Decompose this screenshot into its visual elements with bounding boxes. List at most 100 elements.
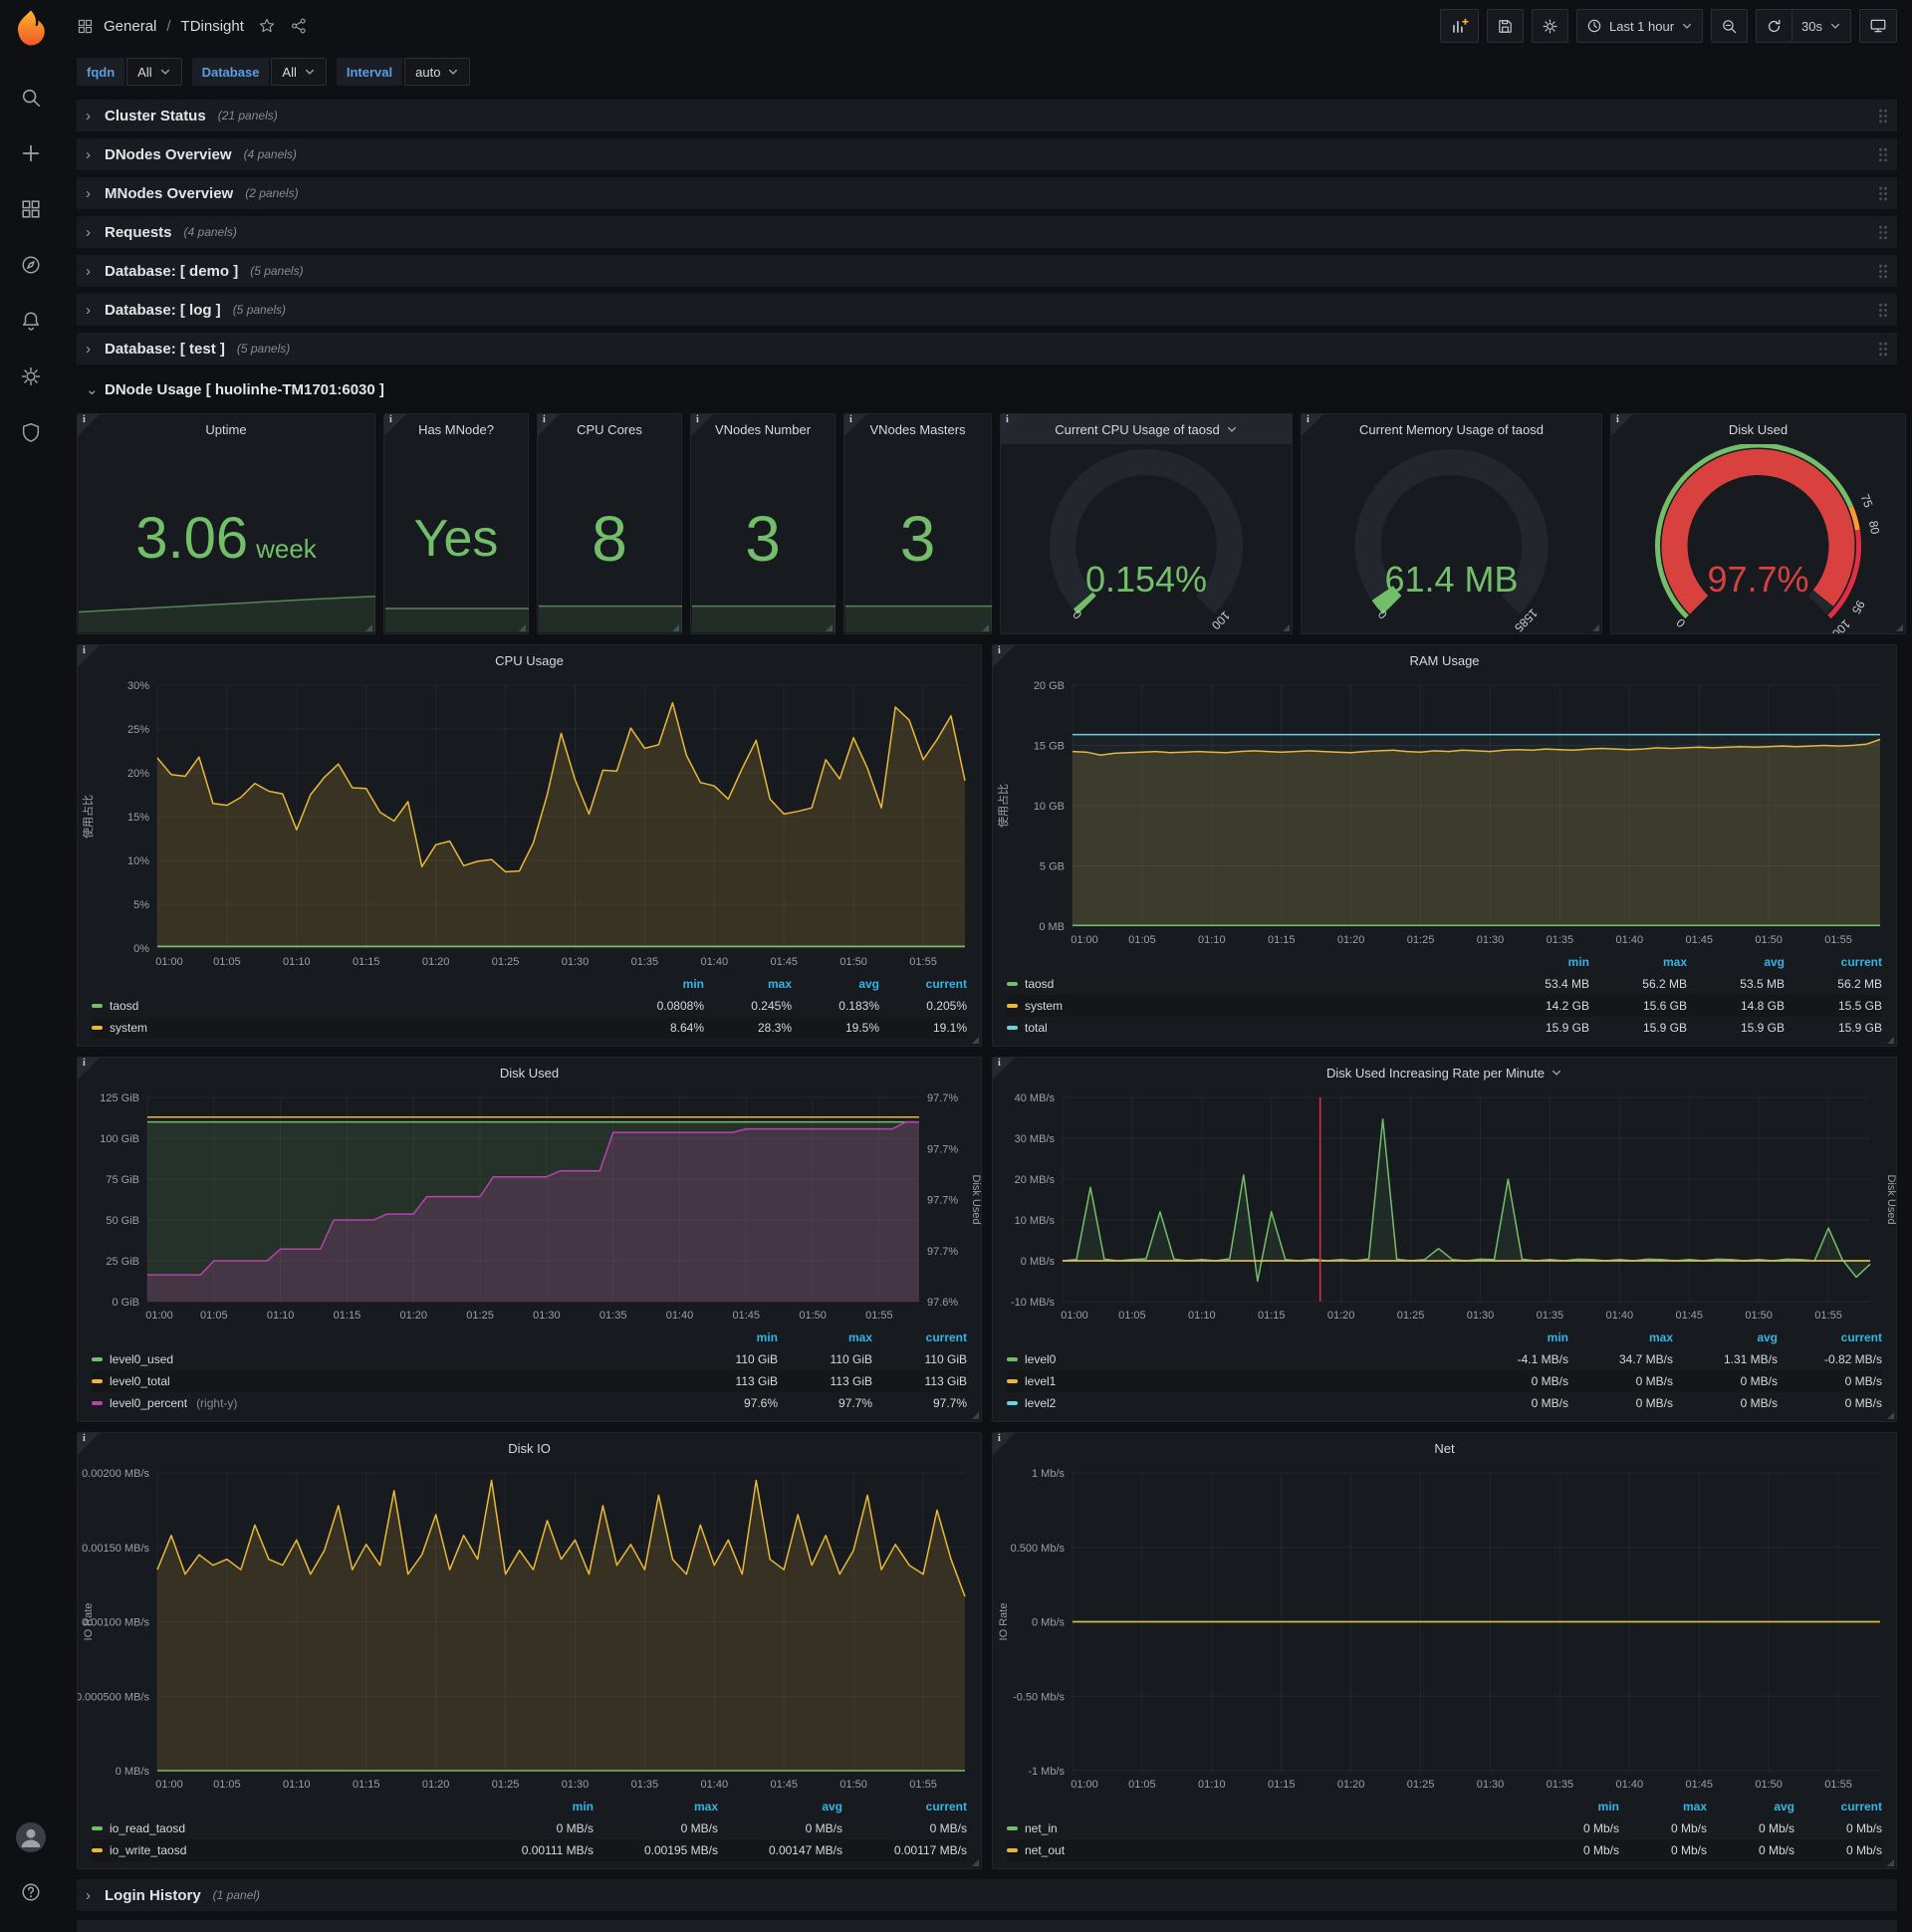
- legend-col-max[interactable]: max: [1662, 955, 1687, 969]
- legend-col-avg[interactable]: avg: [1764, 955, 1785, 969]
- legend-series-name[interactable]: total: [1007, 1021, 1492, 1035]
- resize-handle[interactable]: [982, 624, 989, 631]
- legend-series-name[interactable]: level0_total: [92, 1374, 683, 1388]
- legend-col-max[interactable]: max: [1682, 1800, 1707, 1813]
- info-corner[interactable]: [78, 414, 100, 436]
- resize-handle[interactable]: [1896, 624, 1903, 631]
- info-corner[interactable]: [993, 645, 1015, 667]
- panel-header[interactable]: Disk Used: [78, 1058, 981, 1087]
- legend-series-name[interactable]: level0_percent (right-y): [92, 1396, 683, 1410]
- time-range-picker[interactable]: Last 1 hour: [1575, 9, 1704, 43]
- info-corner[interactable]: [78, 1433, 100, 1455]
- legend-series-name[interactable]: net_in: [1007, 1821, 1532, 1835]
- legend-series-name[interactable]: io_write_taosd: [92, 1843, 469, 1857]
- legend-col-max[interactable]: max: [847, 1330, 872, 1344]
- share-icon[interactable]: [290, 17, 308, 35]
- cycle-view-mode-button[interactable]: [1859, 9, 1897, 43]
- info-corner[interactable]: [1001, 414, 1023, 436]
- refresh-button[interactable]: [1756, 9, 1792, 43]
- drag-handle-icon[interactable]: [1878, 147, 1888, 162]
- row-requests[interactable]: › Requests (4 panels): [77, 216, 1897, 248]
- resize-handle[interactable]: [826, 624, 833, 631]
- drag-handle-icon[interactable]: [1878, 342, 1888, 357]
- breadcrumb-section[interactable]: General: [104, 17, 157, 35]
- admin-shield-icon[interactable]: [9, 410, 53, 454]
- row-database-log[interactable]: › Database: [ log ] (5 panels): [77, 294, 1897, 326]
- legend-series-name[interactable]: io_read_taosd: [92, 1821, 469, 1835]
- panel-menu-chevron-icon[interactable]: [1551, 1067, 1562, 1079]
- alerting-bell-icon[interactable]: [9, 299, 53, 343]
- refresh-interval-picker[interactable]: 30s: [1792, 9, 1851, 43]
- panel-header[interactable]: Has MNode?: [384, 414, 528, 444]
- legend-col-current[interactable]: current: [1840, 955, 1882, 969]
- star-icon[interactable]: [258, 17, 276, 35]
- info-corner[interactable]: [1611, 414, 1633, 436]
- panel-header[interactable]: Disk Used: [1611, 414, 1905, 444]
- legend-col-current[interactable]: current: [925, 1800, 967, 1813]
- help-icon[interactable]: [9, 1870, 53, 1914]
- legend-series-name[interactable]: system: [92, 1021, 616, 1035]
- legend-col-max[interactable]: max: [767, 977, 792, 991]
- legend-col-current[interactable]: current: [1840, 1800, 1882, 1813]
- legend-col-min[interactable]: min: [1547, 1330, 1568, 1344]
- dashboard-settings-button[interactable]: [1531, 9, 1568, 43]
- zoom-out-time-button[interactable]: [1711, 9, 1749, 43]
- drag-handle-icon[interactable]: [1878, 186, 1888, 201]
- dashboards-icon[interactable]: [9, 187, 53, 231]
- legend-series-name[interactable]: level1: [1007, 1374, 1464, 1388]
- panel-header[interactable]: RAM Usage: [993, 645, 1896, 675]
- legend-series-name[interactable]: taosd: [1007, 977, 1492, 991]
- panel-header[interactable]: VNodes Masters: [844, 414, 991, 444]
- legend-series-name[interactable]: taosd: [92, 999, 616, 1013]
- row-mnodes-overview[interactable]: › MNodes Overview (2 panels): [77, 177, 1897, 209]
- legend-series-name[interactable]: level0_used: [92, 1352, 683, 1366]
- drag-handle-icon[interactable]: [1878, 225, 1888, 240]
- save-dashboard-button[interactable]: [1486, 9, 1524, 43]
- panel-header[interactable]: Net: [993, 1433, 1896, 1463]
- legend-col-min[interactable]: min: [756, 1330, 778, 1344]
- drag-handle-icon[interactable]: [1878, 303, 1888, 318]
- legend-series-name[interactable]: level2: [1007, 1396, 1464, 1410]
- legend-series-name[interactable]: net_out: [1007, 1843, 1532, 1857]
- variable-label[interactable]: Database: [191, 58, 270, 86]
- create-plus-icon[interactable]: [9, 131, 53, 175]
- resize-handle[interactable]: [1592, 624, 1599, 631]
- info-corner[interactable]: [1302, 414, 1323, 436]
- legend-series-name[interactable]: level0: [1007, 1352, 1464, 1366]
- resize-handle[interactable]: [1887, 1037, 1894, 1044]
- panel-header[interactable]: CPU Cores: [538, 414, 681, 444]
- legend-col-avg[interactable]: avg: [822, 1800, 842, 1813]
- variable-value-dropdown[interactable]: All: [271, 58, 327, 86]
- info-corner[interactable]: [993, 1433, 1015, 1455]
- legend-col-avg[interactable]: avg: [858, 977, 879, 991]
- panel-header[interactable]: Disk Used Increasing Rate per Minute: [993, 1058, 1896, 1087]
- drag-handle-icon[interactable]: [1878, 109, 1888, 123]
- info-corner[interactable]: [993, 1058, 1015, 1080]
- resize-handle[interactable]: [972, 1037, 979, 1044]
- row-cluster-status[interactable]: › Cluster Status (21 panels): [77, 100, 1897, 131]
- legend-series-name[interactable]: system: [1007, 999, 1492, 1013]
- info-corner[interactable]: [844, 414, 866, 436]
- legend-col-avg[interactable]: avg: [1757, 1330, 1778, 1344]
- resize-handle[interactable]: [972, 1412, 979, 1419]
- row-dnodes-overview[interactable]: › DNodes Overview (4 panels): [77, 138, 1897, 170]
- user-avatar[interactable]: [16, 1822, 46, 1852]
- legend-col-min[interactable]: min: [572, 1800, 594, 1813]
- panel-header[interactable]: Current CPU Usage of taosd: [1001, 414, 1292, 444]
- panel-header[interactable]: Current Memory Usage of taosd: [1302, 414, 1601, 444]
- panel-header[interactable]: Disk IO: [78, 1433, 981, 1463]
- info-corner[interactable]: [384, 414, 406, 436]
- legend-col-min[interactable]: min: [1597, 1800, 1619, 1813]
- row-database-demo[interactable]: › Database: [ demo ] (5 panels): [77, 255, 1897, 287]
- variable-label[interactable]: Interval: [336, 58, 403, 86]
- panel-menu-chevron-icon[interactable]: [1226, 423, 1238, 435]
- panel-header[interactable]: Uptime: [78, 414, 374, 444]
- info-corner[interactable]: [538, 414, 560, 436]
- resize-handle[interactable]: [1283, 624, 1290, 631]
- resize-handle[interactable]: [672, 624, 679, 631]
- variable-label[interactable]: fqdn: [77, 58, 125, 86]
- legend-col-max[interactable]: max: [1648, 1330, 1673, 1344]
- row-database-test[interactable]: › Database: [ test ] (5 panels): [77, 333, 1897, 364]
- info-corner[interactable]: [78, 645, 100, 667]
- search-icon[interactable]: [9, 76, 53, 120]
